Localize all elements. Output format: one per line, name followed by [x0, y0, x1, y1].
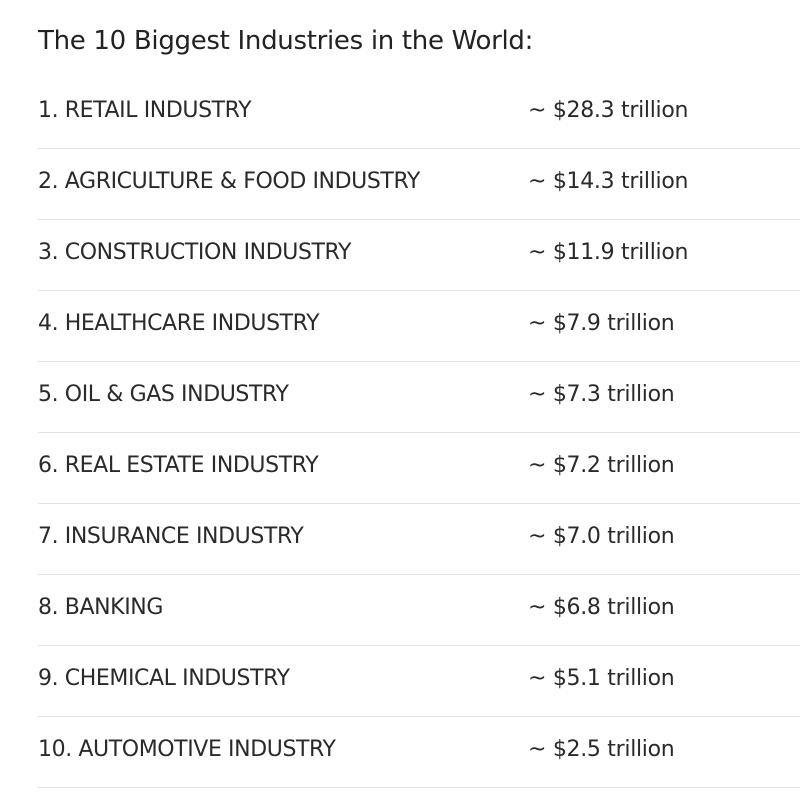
- list-item: 8. BANKING ~ $6.8 trillion: [38, 575, 800, 646]
- list-item: 6. REAL ESTATE INDUSTRY ~ $7.2 trillion: [38, 433, 800, 504]
- industry-value: ~ $2.5 trillion: [528, 737, 675, 762]
- list-item: 9. CHEMICAL INDUSTRY ~ $5.1 trillion: [38, 646, 800, 717]
- list-item: 7. INSURANCE INDUSTRY ~ $7.0 trillion: [38, 504, 800, 575]
- industry-value: ~ $7.2 trillion: [528, 453, 675, 478]
- industry-name: 1. RETAIL INDUSTRY: [38, 98, 252, 123]
- industry-value: ~ $14.3 trillion: [528, 169, 689, 194]
- industry-name: 6. REAL ESTATE INDUSTRY: [38, 453, 319, 478]
- page-title: The 10 Biggest Industries in the World:: [38, 26, 534, 56]
- industry-name: 7. INSURANCE INDUSTRY: [38, 524, 304, 549]
- list-item: 2. AGRICULTURE & FOOD INDUSTRY ~ $14.3 t…: [38, 149, 800, 220]
- industry-name: 3. CONSTRUCTION INDUSTRY: [38, 240, 352, 265]
- industry-name: 8. BANKING: [38, 595, 164, 620]
- industry-value: ~ $11.9 trillion: [528, 240, 689, 265]
- industry-name: 4. HEALTHCARE INDUSTRY: [38, 311, 320, 336]
- industry-value: ~ $7.9 trillion: [528, 311, 675, 336]
- industries-list: 1. RETAIL INDUSTRY ~ $28.3 trillion 2. A…: [38, 78, 800, 788]
- industry-name: 9. CHEMICAL INDUSTRY: [38, 666, 290, 691]
- industry-value: ~ $5.1 trillion: [528, 666, 675, 691]
- list-item: 5. OIL & GAS INDUSTRY ~ $7.3 trillion: [38, 362, 800, 433]
- industry-name: 2. AGRICULTURE & FOOD INDUSTRY: [38, 169, 420, 194]
- list-item: 10. AUTOMOTIVE INDUSTRY ~ $2.5 trillion: [38, 717, 800, 788]
- industry-value: ~ $6.8 trillion: [528, 595, 675, 620]
- industry-value: ~ $7.3 trillion: [528, 382, 675, 407]
- industry-value: ~ $28.3 trillion: [528, 98, 689, 123]
- list-item: 4. HEALTHCARE INDUSTRY ~ $7.9 trillion: [38, 291, 800, 362]
- list-item: 3. CONSTRUCTION INDUSTRY ~ $11.9 trillio…: [38, 220, 800, 291]
- industry-value: ~ $7.0 trillion: [528, 524, 675, 549]
- industry-name: 10. AUTOMOTIVE INDUSTRY: [38, 737, 336, 762]
- list-item: 1. RETAIL INDUSTRY ~ $28.3 trillion: [38, 78, 800, 149]
- industry-name: 5. OIL & GAS INDUSTRY: [38, 382, 289, 407]
